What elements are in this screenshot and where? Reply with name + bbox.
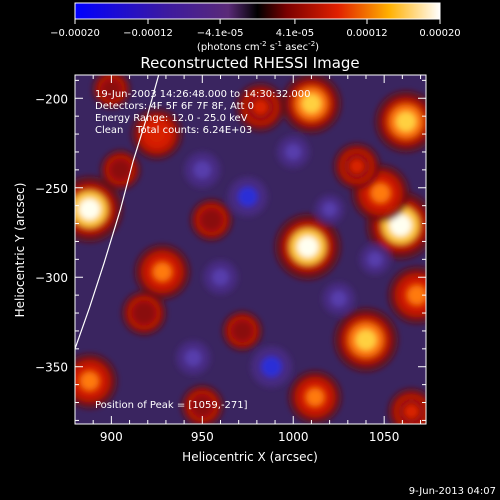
heatmap-negative-core bbox=[285, 143, 302, 161]
heatmap-source-peak bbox=[355, 329, 377, 351]
heatmap-source-peak bbox=[114, 163, 127, 177]
heatmap-source-peak bbox=[153, 262, 172, 281]
heatmap-negative-core bbox=[322, 201, 337, 217]
annotation-block: 19-Jun-2003 14:26:48.000 to 14:30:32.000… bbox=[95, 89, 311, 136]
x-tick-label: 1050 bbox=[369, 430, 400, 444]
heatmap-source-peak bbox=[136, 305, 152, 321]
y-tick-label: −350 bbox=[35, 361, 68, 375]
heatmap-source-peak bbox=[297, 236, 319, 258]
solar-limb-line bbox=[75, 75, 160, 349]
heatmap-source-peak bbox=[389, 214, 412, 237]
heatmap-source-peak bbox=[252, 99, 269, 116]
heatmap-source-peak bbox=[371, 183, 390, 203]
heatmap-source-peak bbox=[403, 403, 419, 419]
x-axis-label: Heliocentric X (arcsec) bbox=[182, 450, 318, 464]
annotation-detectors: Detectors: 4F 5F 6F 7F 8F, Att 0 bbox=[95, 101, 254, 112]
heatmap-source-peak bbox=[301, 94, 322, 114]
peak-position-label: Position of Peak = [1059,-271] bbox=[95, 400, 248, 411]
colorbar-unit: (photons cm-2 s-1 asec-2) bbox=[197, 40, 319, 53]
annotation-time: 19-Jun-2003 14:26:48.000 to 14:30:32.000 bbox=[95, 89, 311, 100]
plot-frame bbox=[74, 74, 427, 425]
heatmap-source-peak bbox=[396, 111, 416, 132]
colorbar-tick-label: −0.00020 bbox=[50, 28, 100, 39]
heatmap-source-peak bbox=[80, 372, 99, 390]
colorbar-tick-label: −0.00012 bbox=[123, 28, 173, 39]
heatmap-negative-core bbox=[261, 356, 282, 377]
plot-area: 900 950 1000 1050 −200 −250 −300 −350 bbox=[35, 74, 427, 444]
heatmap-negative-core bbox=[184, 349, 202, 367]
y-tick-label: −250 bbox=[35, 182, 68, 196]
colorbar-tick-label: 0.00020 bbox=[419, 28, 460, 39]
colorbar-tick-label: 4.1e-05 bbox=[276, 28, 314, 39]
axis-ticks: 900 950 1000 1050 −200 −250 −300 −350 bbox=[35, 75, 426, 444]
x-tick-label: 950 bbox=[191, 430, 214, 444]
colorbar-tick-label: 0.00012 bbox=[346, 28, 387, 39]
heatmap-negative-core bbox=[193, 160, 212, 179]
y-tick-label: −300 bbox=[35, 271, 68, 285]
heatmap-source-peak bbox=[195, 399, 210, 413]
heatmap-source-peak bbox=[407, 285, 426, 305]
chart-title: Reconstructed RHESSI Image bbox=[140, 54, 359, 72]
heatmap-source-peak bbox=[235, 324, 249, 338]
colorbar: −0.00020 −0.00012 −4.1e-05 4.1e-05 0.00012 0.… bbox=[50, 2, 461, 53]
heatmap-source-peak bbox=[204, 213, 219, 227]
colorbar-gradient bbox=[74, 2, 441, 20]
annotation-counts: Clean Total counts: 6.24E+03 bbox=[95, 125, 252, 136]
heatmap-source-peak bbox=[306, 388, 324, 406]
heatmap-negative-core bbox=[330, 290, 347, 307]
colorbar-ticks: −0.00020 −0.00012 −4.1e-05 4.1e-05 0.00012 0.… bbox=[50, 19, 461, 39]
heatmap-sources bbox=[75, 75, 426, 424]
heatmap-negative-core bbox=[367, 251, 383, 268]
annotation-energy: Energy Range: 12.0 - 25.0 keV bbox=[95, 113, 248, 124]
x-tick-label: 1000 bbox=[278, 430, 309, 444]
heatmap-source-peak bbox=[349, 158, 365, 174]
colorbar-tick-label: −4.1e-05 bbox=[197, 28, 244, 39]
heatmap-source-peak bbox=[78, 198, 101, 220]
heatmap-source-peak bbox=[105, 83, 118, 96]
footer-timestamp: 9-Jun-2013 04:07 bbox=[409, 486, 496, 497]
heatmap-negative-core bbox=[211, 268, 230, 286]
heatmap-negative-core bbox=[237, 186, 258, 207]
y-tick-label: −200 bbox=[35, 92, 68, 106]
y-axis-label: Heliocentric Y (arcsec) bbox=[13, 183, 27, 318]
heatmap-source-peak bbox=[148, 125, 166, 143]
x-tick-label: 900 bbox=[100, 430, 123, 444]
